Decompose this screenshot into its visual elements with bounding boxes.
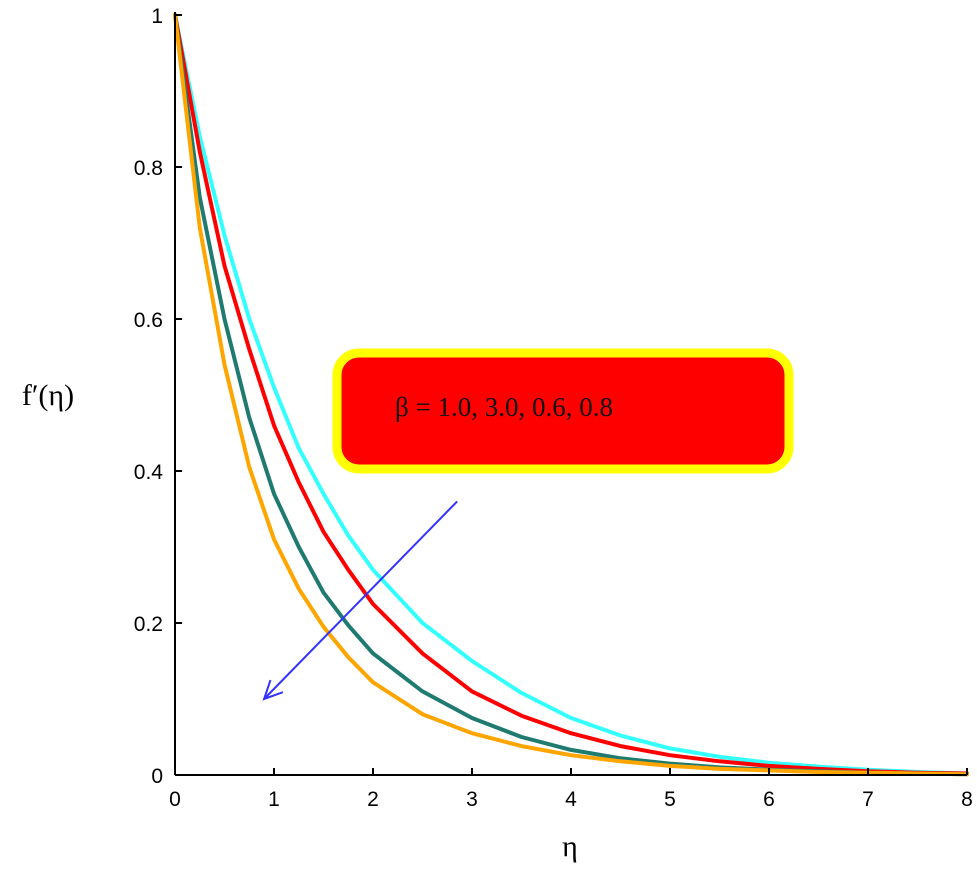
y-tick-label: 0: [151, 765, 163, 788]
annotation-box: [332, 348, 794, 474]
annotation-arrow: [262, 500, 458, 701]
y-tick-label: 1: [151, 5, 163, 28]
x-tick-label: 1: [268, 788, 280, 811]
x-tick-label: 4: [565, 788, 577, 811]
curves: [173, 13, 969, 777]
y-axis-title: f′(η): [22, 379, 74, 412]
x-tick-label: 0: [169, 788, 181, 811]
y-tick-label: 0.8: [134, 157, 163, 180]
x-tick-label: 3: [466, 788, 478, 811]
arrow-head: [262, 679, 284, 701]
annotation: β = 1.0, 3.0, 0.6, 0.8: [332, 348, 794, 474]
series-line-4: [173, 13, 969, 777]
x-tick-label: 6: [763, 788, 775, 811]
series-line-1: [173, 13, 969, 776]
y-tick-label: 0.6: [134, 309, 163, 332]
x-tick-label: 8: [961, 788, 973, 811]
annotation-text: β = 1.0, 3.0, 0.6, 0.8: [395, 392, 613, 422]
x-tick-label: 2: [367, 788, 379, 811]
ticks: 0 1 2 3 4 5 6 7 8 0 0.2 0.4 0.6 0.8 1: [134, 5, 973, 811]
arrow-shaft: [263, 500, 458, 700]
x-tick-label: 5: [664, 788, 676, 811]
y-tick-label: 0.4: [134, 461, 164, 484]
x-axis-title: η: [562, 830, 578, 863]
series-line-2: [173, 13, 969, 776]
x-tick-label: 7: [862, 788, 874, 811]
y-tick-label: 0.2: [134, 613, 163, 636]
